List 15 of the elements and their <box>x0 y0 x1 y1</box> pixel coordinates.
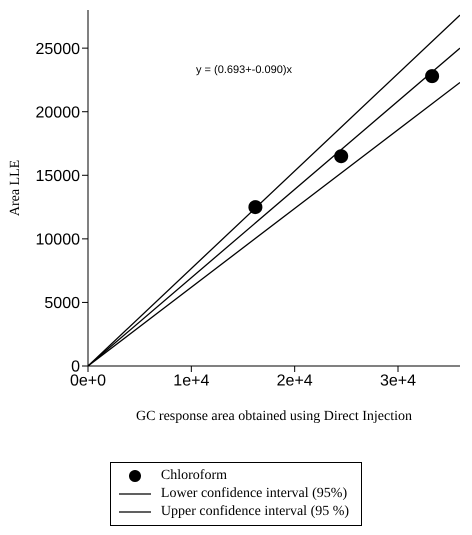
y-tick-label: 25000 <box>36 40 80 58</box>
y-tick-label: 15000 <box>36 168 80 185</box>
legend-label: Lower confidence interval (95%) <box>160 486 348 502</box>
y-tick-label: 20000 <box>36 104 80 122</box>
annotation: y = (0.693+-0.090)x <box>196 64 292 76</box>
y-tick-label: 10000 <box>36 232 80 249</box>
y-tick-label: 5000 <box>44 295 80 312</box>
x-tick-label: 0e+0 <box>70 372 106 390</box>
legend-label: Upper confidence interval (95 %) <box>160 504 350 520</box>
y-axis-title: Area LLE <box>8 160 23 216</box>
x-tick-label: 3e+4 <box>380 372 416 390</box>
legend-label: Chloroform <box>160 468 228 484</box>
x-tick-label: 1e+4 <box>173 372 210 390</box>
x-tick-label: 2e+4 <box>276 372 313 390</box>
x-axis-title: GC response area obtained using Direct Injection <box>136 409 412 424</box>
